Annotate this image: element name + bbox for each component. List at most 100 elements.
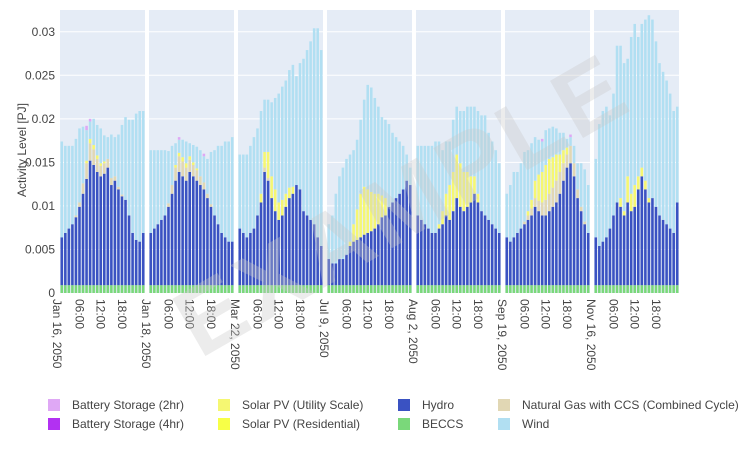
- legend-item[interactable]: Solar PV (Utility Scale): [218, 398, 363, 412]
- bar-segment-hydro: [551, 206, 555, 286]
- bar-segment-hydro: [558, 193, 562, 286]
- bar-segment-bec: [494, 285, 497, 293]
- legend-item[interactable]: BECCS: [398, 417, 463, 431]
- bar-segment-hydro: [338, 259, 341, 286]
- bar-segment-solar: [277, 202, 280, 220]
- bar-segment-bec: [327, 285, 331, 293]
- bar-segment-bec: [256, 285, 259, 293]
- y-axis-label: Activity Level [PJ]: [15, 103, 29, 197]
- bar-segment-wind: [216, 145, 220, 225]
- bar-segment-wind: [401, 145, 405, 190]
- bar-segment-wind: [223, 141, 227, 238]
- bar-segment-solar: [455, 154, 458, 199]
- bar-segment-hydro: [170, 193, 174, 286]
- bar-segment-hydro: [167, 206, 170, 286]
- bar-segment-bec: [71, 285, 74, 293]
- bar-segment-bec: [227, 285, 230, 293]
- bar-segment-solar: [384, 198, 387, 216]
- bar-segment-hydro: [533, 206, 537, 286]
- bar-segment-battery: [85, 125, 88, 131]
- bar-segment-gas: [85, 163, 88, 179]
- bar-segment-hydro: [227, 241, 230, 286]
- bar-segment-wind: [579, 163, 583, 207]
- legend-item[interactable]: Battery Storage (4hr): [48, 417, 184, 431]
- bar-segment-hydro: [405, 180, 408, 286]
- bar-segment-wind: [316, 28, 319, 238]
- legend-label: Hydro: [422, 398, 455, 412]
- bar-segment-hydro: [459, 206, 462, 286]
- y-tick-label: 0.015: [25, 155, 55, 169]
- bar-segment-battery: [540, 138, 544, 142]
- bar-segment-bec: [601, 285, 605, 293]
- bar-segment-bec: [540, 285, 544, 293]
- bar-segment-hydro: [654, 206, 658, 286]
- bar-segment-bec: [533, 285, 537, 293]
- bar-segment-wind: [476, 111, 480, 194]
- legend-item[interactable]: Battery Storage (2hr): [48, 398, 184, 412]
- bar-segment-hydro: [451, 211, 455, 286]
- bar-segment-bec: [64, 285, 67, 293]
- x-tick-date: Aug 2, 2050: [406, 299, 420, 364]
- bar-segment-bec: [377, 285, 380, 293]
- bar-segment-wind: [127, 119, 131, 216]
- bar-segment-wind: [633, 23, 636, 186]
- bar-segment-hydro: [220, 232, 223, 286]
- bar-segment-wind: [434, 141, 437, 233]
- bar-segment-wind: [608, 115, 612, 229]
- bar-segment-bec: [295, 285, 298, 293]
- legend-item[interactable]: Natural Gas with CCS (Combined Cycle): [498, 398, 739, 412]
- x-tick-time: 06:00: [428, 299, 442, 329]
- bar-segment-wind: [466, 106, 469, 172]
- bar-segment-hydro: [81, 193, 85, 286]
- bar-segment-hydro: [288, 198, 291, 286]
- legend-item[interactable]: Hydro: [398, 398, 454, 412]
- bar-segment-bec: [519, 285, 523, 293]
- bar-segment-solar: [281, 199, 284, 216]
- bar-segment-hydro: [352, 241, 355, 286]
- panel-background: [416, 10, 501, 293]
- bar-segment-wind: [675, 106, 679, 203]
- bar-segment-solar: [637, 176, 640, 190]
- bar-segment-wind: [558, 132, 562, 155]
- bar-segment-bec: [434, 285, 437, 293]
- bar-segment-wind: [594, 158, 598, 238]
- bar-segment-wind: [88, 121, 92, 139]
- bar-segment-hydro: [562, 180, 565, 286]
- bar-segment-hydro: [594, 237, 598, 286]
- bar-segment-hydro: [598, 245, 601, 286]
- bar-segment-bec: [444, 285, 448, 293]
- bar-segment-hydro: [394, 198, 398, 286]
- bar-segment-hydro: [312, 224, 316, 286]
- bar-segment-hydro: [223, 237, 227, 286]
- bar-segment-gas: [103, 163, 106, 174]
- panel-background: [60, 10, 145, 293]
- bar-segment-solar: [291, 186, 295, 194]
- y-tick-label: 0.025: [25, 68, 55, 82]
- x-tick-time: 18:00: [649, 299, 663, 329]
- bar-segment-solar: [551, 157, 555, 188]
- bar-segment-bec: [622, 285, 626, 293]
- bar-segment-hydro: [230, 241, 234, 286]
- bar-segment-wind: [661, 71, 665, 220]
- bar-segment-bec: [612, 285, 615, 293]
- y-tick-label: 0: [48, 286, 55, 300]
- bar-segment-hydro: [281, 215, 284, 286]
- legend-item[interactable]: Wind: [498, 417, 549, 431]
- bar-segment-bec: [633, 285, 636, 293]
- bar-segment-solar: [366, 189, 369, 233]
- bar-segment-gas: [167, 203, 170, 207]
- bar-segment-solar: [462, 171, 466, 212]
- bar-segment-wind: [373, 97, 377, 194]
- bar-segment-bec: [305, 285, 309, 293]
- bar-segment-wind: [562, 132, 565, 151]
- x-tick-time: 18:00: [382, 299, 396, 329]
- x-axis: Jan 16, 2050 06:00 12:00 18:00 Jan 18, 2050 0…: [50, 299, 663, 371]
- legend-item[interactable]: Solar PV (Residential): [218, 417, 360, 431]
- bar-segment-wind: [427, 145, 430, 229]
- bar-segment-hydro: [380, 217, 384, 286]
- bar-segment-bec: [103, 285, 106, 293]
- bar-segment-bec: [555, 285, 558, 293]
- bar-segment-wind: [319, 50, 323, 246]
- bar-segment-bec: [626, 285, 629, 293]
- bar-segment-hydro: [420, 219, 423, 286]
